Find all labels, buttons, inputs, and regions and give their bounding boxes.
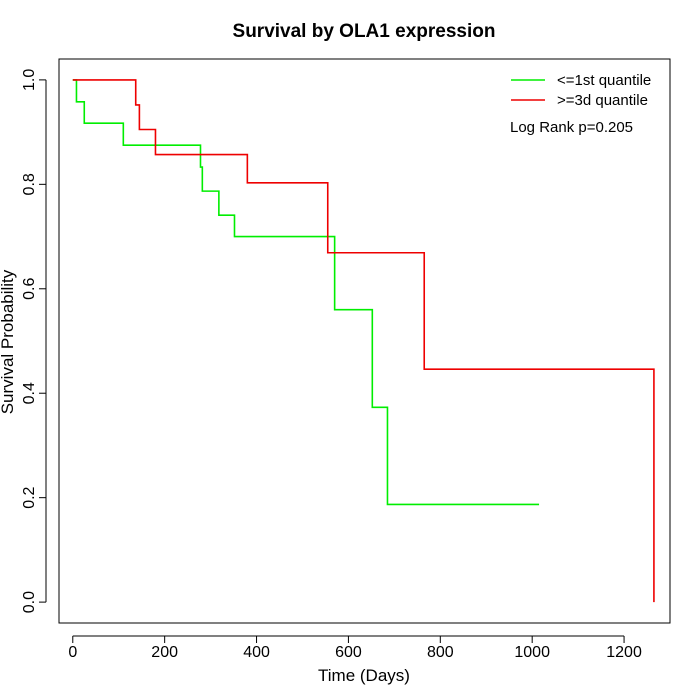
x-tick-label: 600: [335, 644, 362, 661]
y-axis-label: Survival Probability: [0, 269, 17, 414]
x-tick-label: 0: [68, 644, 77, 661]
x-tick-label: 200: [151, 644, 178, 661]
y-tick-label: 0.2: [21, 486, 38, 508]
y-tick-label: 1.0: [21, 69, 38, 91]
x-axis-label: Time (Days): [318, 666, 410, 685]
log-rank-annotation: Log Rank p=0.205: [510, 119, 633, 136]
y-tick-label: 0.8: [21, 173, 38, 195]
series-line-high: [72, 79, 655, 603]
chart-title: Survival by OLA1 expression: [233, 21, 496, 42]
y-tick-label: 0.6: [21, 278, 38, 300]
y-axis: 0.0 0.2 0.4 0.6 0.8 1.0: [21, 69, 47, 613]
legend-label: >=3d quantile: [557, 92, 648, 109]
plot-frame: [58, 58, 671, 624]
y-tick-label: 0.4: [21, 382, 38, 404]
x-tick-label: 1200: [606, 644, 642, 661]
series-line-low: [72, 79, 540, 506]
x-tick-label: 800: [427, 644, 454, 661]
x-axis: 0 200 400 600 800 1000 1200: [68, 635, 642, 661]
series-layer: [72, 79, 655, 603]
x-tick-label: 1000: [514, 644, 550, 661]
legend: <=1st quantile >=3d quantile: [511, 72, 651, 109]
x-tick-label: 400: [243, 644, 270, 661]
legend-label: <=1st quantile: [557, 72, 651, 89]
y-tick-label: 0.0: [21, 591, 38, 613]
